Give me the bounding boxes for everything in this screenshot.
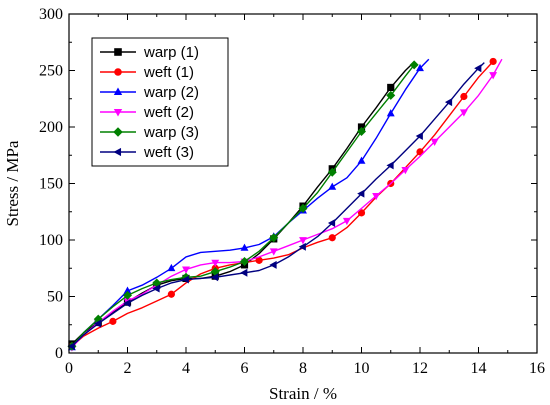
y-tick-label: 100 bbox=[39, 232, 63, 249]
data-point bbox=[109, 317, 117, 325]
x-tick-label: 0 bbox=[65, 360, 73, 377]
data-point bbox=[327, 167, 337, 177]
legend-marker bbox=[114, 68, 122, 76]
x-tick-label: 6 bbox=[241, 360, 249, 377]
legend-label: warp (3) bbox=[143, 124, 199, 141]
data-point bbox=[357, 127, 366, 137]
legend-item: warp (3) bbox=[100, 124, 199, 141]
data-point bbox=[123, 286, 132, 294]
data-point bbox=[444, 98, 453, 107]
data-point bbox=[430, 138, 439, 147]
data-point bbox=[269, 233, 279, 243]
data-point bbox=[328, 182, 337, 190]
plot-area bbox=[67, 57, 503, 352]
legend-item: warp (2) bbox=[100, 84, 199, 101]
data-point bbox=[240, 256, 249, 266]
data-point bbox=[386, 161, 394, 170]
data-point bbox=[240, 243, 249, 251]
data-point bbox=[181, 275, 189, 284]
data-point bbox=[123, 290, 132, 300]
data-point bbox=[93, 319, 102, 328]
data-point bbox=[328, 234, 336, 242]
data-point bbox=[460, 92, 468, 101]
x-axis-title: Strain / % bbox=[269, 384, 337, 403]
data-point bbox=[269, 248, 278, 256]
data-point bbox=[357, 189, 365, 198]
y-tick-label: 0 bbox=[55, 345, 63, 362]
series-6 bbox=[67, 62, 485, 351]
y-tick-label: 150 bbox=[39, 176, 63, 193]
data-point bbox=[211, 259, 220, 267]
data-point bbox=[409, 60, 419, 70]
data-point bbox=[167, 263, 176, 272]
data-point bbox=[357, 123, 366, 131]
legend-box bbox=[91, 37, 229, 167]
x-tick-label: 14 bbox=[471, 360, 487, 377]
legend-item: warp (1) bbox=[100, 44, 199, 61]
data-point bbox=[489, 72, 498, 80]
legend-label: weft (2) bbox=[143, 104, 194, 121]
data-point bbox=[299, 237, 307, 245]
legend-item: weft (1) bbox=[100, 64, 194, 81]
y-tick-label: 300 bbox=[39, 6, 63, 23]
series-line bbox=[71, 58, 430, 348]
series-line bbox=[71, 61, 494, 347]
data-point bbox=[152, 284, 160, 293]
data-point bbox=[210, 273, 219, 282]
data-point bbox=[298, 203, 308, 213]
x-tick-label: 8 bbox=[299, 360, 307, 377]
legend-marker bbox=[113, 127, 123, 137]
data-point bbox=[357, 156, 366, 164]
data-point bbox=[401, 167, 410, 175]
data-point bbox=[298, 242, 306, 251]
data-point bbox=[387, 83, 395, 92]
legend-label: warp (2) bbox=[143, 84, 199, 101]
data-point bbox=[386, 90, 396, 100]
legend-label: warp (1) bbox=[143, 44, 199, 61]
legend: warp (1) weft (1) warp (2) weft (2) warp (3)… bbox=[91, 37, 229, 167]
legend-marker bbox=[113, 87, 123, 96]
axes: 0 2 4 6 8 10 12 14 16 0 50 100 150 200 250 300 bbox=[39, 6, 545, 377]
data-point bbox=[182, 266, 190, 274]
data-point bbox=[167, 290, 175, 298]
data-point bbox=[67, 342, 75, 351]
data-point bbox=[240, 268, 248, 277]
legend-item: weft (3) bbox=[100, 144, 194, 161]
legend-label: weft (1) bbox=[143, 64, 194, 81]
data-point bbox=[416, 63, 424, 72]
legend-marker bbox=[114, 48, 122, 56]
y-tick-label: 200 bbox=[39, 119, 63, 136]
x-tick-label: 2 bbox=[124, 360, 132, 377]
y-axis-title: Stress / MPa bbox=[3, 140, 22, 226]
data-point bbox=[415, 132, 423, 140]
data-point bbox=[123, 299, 131, 308]
data-point bbox=[342, 217, 351, 226]
data-point bbox=[327, 219, 336, 228]
y-tick-label: 250 bbox=[39, 63, 63, 80]
legend-label: weft (3) bbox=[143, 144, 194, 161]
data-point bbox=[372, 193, 381, 201]
x-tick-label: 4 bbox=[182, 360, 190, 377]
data-point bbox=[386, 109, 395, 117]
data-point bbox=[474, 64, 482, 73]
data-point bbox=[255, 256, 263, 264]
legend-marker bbox=[113, 147, 122, 157]
data-point bbox=[459, 109, 468, 117]
legend-marker bbox=[113, 108, 123, 117]
data-point bbox=[269, 260, 277, 269]
x-tick-label: 10 bbox=[354, 360, 370, 377]
data-point bbox=[489, 57, 497, 66]
data-point bbox=[357, 209, 366, 217]
y-tick-label: 50 bbox=[47, 289, 63, 306]
x-tick-label: 16 bbox=[529, 360, 545, 377]
legend-item: weft (2) bbox=[100, 104, 194, 121]
x-tick-label: 12 bbox=[412, 360, 428, 377]
